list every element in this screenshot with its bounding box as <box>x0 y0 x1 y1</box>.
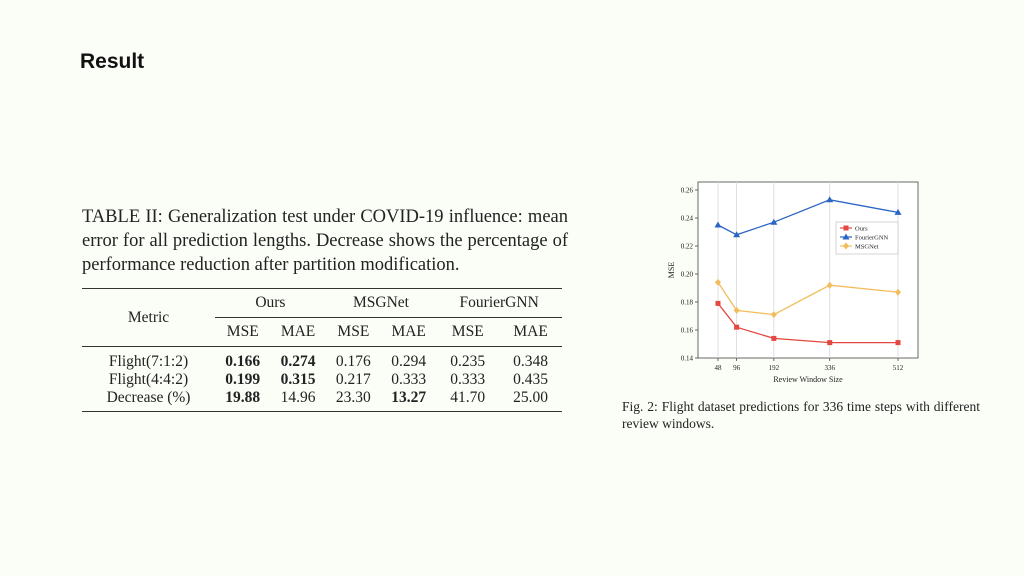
table-cell: 13.27 <box>391 389 427 406</box>
y-tick-label: 0.16 <box>681 327 694 335</box>
group-header-ours: Ours <box>215 288 326 318</box>
x-tick-label: 96 <box>733 364 741 372</box>
legend-label: Ours <box>855 226 868 233</box>
subheader-cell: MAE <box>391 323 426 340</box>
legend-marker <box>842 233 850 240</box>
chart-svg: 48 96 192 336 512 0.14 0.16 0.18 0.20 0.22 0.24 0.2… <box>667 181 919 384</box>
x-tick-label: 336 <box>824 364 835 372</box>
y-tick-label: 0.26 <box>681 187 694 195</box>
subheader-cell: MAE <box>280 323 316 340</box>
legend-label: FourierGNN <box>855 235 889 242</box>
x-tick-label: 512 <box>893 364 904 372</box>
results-table: Metric Ours MSGNet FourierGNN MSE MAE MS… <box>82 288 562 412</box>
table-cell: 0.176 <box>335 353 371 370</box>
y-tick-label: 0.18 <box>681 299 694 307</box>
slide-title: Result <box>80 50 145 73</box>
legend-marker <box>843 242 849 250</box>
subheader-cell: MSE <box>451 323 484 340</box>
data-point-fouriergnn <box>714 221 722 228</box>
group-header-msgnet: MSGNet <box>325 288 437 318</box>
table-cell: 0.294 <box>391 353 427 370</box>
data-point-fouriergnn <box>733 231 741 238</box>
data-point-msgnet <box>895 288 901 296</box>
table-cell: 0.315 <box>280 371 316 388</box>
x-axis-label: Review Window Size <box>773 375 843 384</box>
table-cell: 14.96 <box>280 389 316 406</box>
table-row: Decrease (%) 19.88 14.96 23.30 13.27 41.… <box>82 389 562 412</box>
subheader-cell: MSE <box>226 323 259 340</box>
subheader-cell: MAE <box>513 323 548 340</box>
row-label: Decrease (%) <box>106 389 191 406</box>
data-point-msgnet <box>770 311 777 319</box>
table-cell: 19.88 <box>225 389 261 406</box>
group-header-fouriergnn: FourierGNN <box>436 288 562 318</box>
table-row: Flight(4:4:2) 0.199 0.315 0.217 0.333 0.… <box>82 371 562 389</box>
table-cell: 0.166 <box>225 353 261 370</box>
x-tick-label: 48 <box>715 364 723 372</box>
data-point-fouriergnn <box>826 196 834 203</box>
data-point-fouriergnn <box>770 218 778 225</box>
y-tick-label: 0.22 <box>681 243 694 251</box>
table-cell: 0.348 <box>513 353 548 370</box>
row-label: Flight(4:4:2) <box>108 371 189 388</box>
table-cell: 0.333 <box>450 371 486 388</box>
data-point-ours <box>715 300 721 306</box>
table-cell: 25.00 <box>513 389 548 406</box>
table-cell: 0.274 <box>280 353 316 370</box>
y-axis-label: MSE <box>667 262 676 279</box>
table-cell: 0.199 <box>225 371 261 388</box>
table-cell: 0.235 <box>450 353 486 370</box>
data-point-ours <box>895 340 901 346</box>
data-point-msgnet <box>715 278 721 286</box>
subheader-cell: MSE <box>337 323 370 340</box>
table-cell: 41.70 <box>450 389 486 406</box>
y-tick-label: 0.20 <box>681 271 694 279</box>
data-point-ours <box>734 324 740 330</box>
mse-line-chart: 48 96 192 336 512 0.14 0.16 0.18 0.20 0.22 0.24 0.2… <box>662 176 922 390</box>
legend-marker <box>843 225 849 231</box>
metric-header: Metric <box>127 308 170 326</box>
data-point-msgnet <box>826 281 833 289</box>
y-tick-label: 0.14 <box>681 355 694 363</box>
data-point-ours <box>771 335 777 341</box>
table-cell: 0.435 <box>513 371 548 388</box>
table-cell: 23.30 <box>335 389 371 406</box>
legend-label: MSGNet <box>855 244 879 251</box>
table-row: Flight(7:1:2) 0.166 0.274 0.176 0.294 0.… <box>82 347 562 372</box>
y-tick-label: 0.24 <box>681 215 694 223</box>
row-label: Flight(7:1:2) <box>108 353 189 370</box>
data-point-fouriergnn <box>894 208 902 215</box>
figure-caption: Fig. 2: Flight dataset predictions for 3… <box>622 399 980 431</box>
data-point-ours <box>827 340 833 346</box>
table-caption: TABLE II: Generalization test under COVI… <box>82 207 568 275</box>
table-cell: 0.217 <box>335 371 371 388</box>
data-point-msgnet <box>733 306 740 314</box>
x-tick-label: 192 <box>769 364 780 372</box>
table-cell: 0.333 <box>391 371 427 388</box>
